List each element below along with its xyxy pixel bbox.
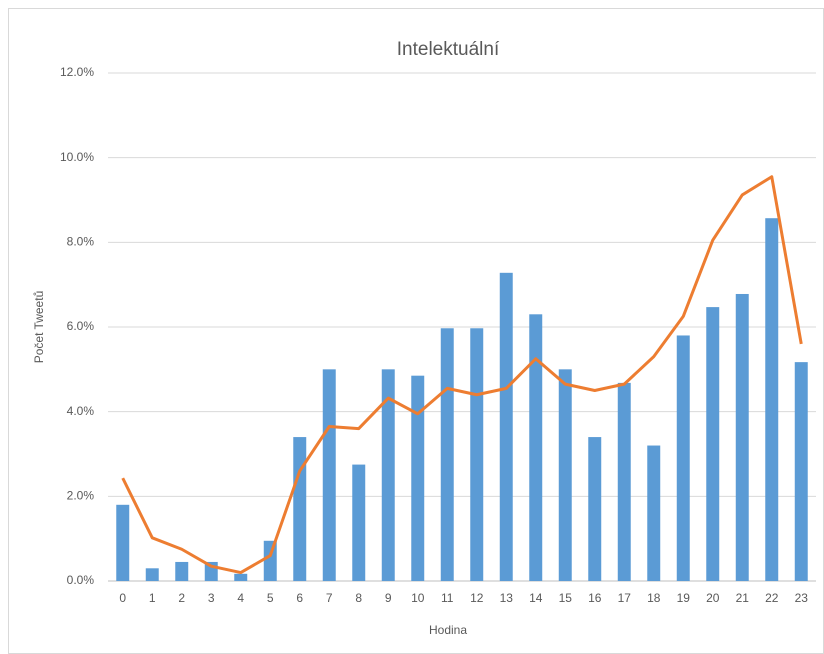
bar [735, 293, 749, 581]
y-tick-label: 12.0% [60, 65, 94, 79]
x-tick-label: 5 [267, 591, 274, 605]
bar [794, 362, 808, 581]
chart-title: Intelektuální [397, 39, 500, 60]
x-tick-label: 12 [470, 591, 484, 605]
x-tick-label: 23 [795, 591, 809, 605]
x-tick-label: 9 [385, 591, 392, 605]
bar [529, 314, 543, 581]
x-tick-label: 17 [618, 591, 632, 605]
x-tick-label: 2 [178, 591, 185, 605]
x-tick-label: 18 [647, 591, 661, 605]
y-axis-label: Počet Tweetů [32, 291, 46, 364]
bar [322, 369, 336, 581]
bar [352, 464, 366, 581]
y-tick-label: 10.0% [60, 150, 94, 164]
x-tick-label: 21 [736, 591, 750, 605]
x-tick-label: 19 [677, 591, 691, 605]
x-tick-label: 3 [208, 591, 215, 605]
y-tick-label: 8.0% [67, 235, 95, 249]
x-tick-label: 16 [588, 591, 602, 605]
x-tick-label: 4 [237, 591, 244, 605]
x-tick-label: 6 [296, 591, 303, 605]
bar [499, 272, 513, 581]
x-tick-label: 0 [119, 591, 126, 605]
bar [617, 382, 631, 581]
y-tick-label: 0.0% [67, 573, 95, 587]
bar [647, 445, 661, 581]
x-tick-label: 15 [559, 591, 573, 605]
x-tick-label: 8 [355, 591, 362, 605]
x-tick-label: 11 [441, 591, 454, 605]
y-tick-label: 2.0% [67, 489, 95, 503]
bar [411, 375, 425, 581]
x-tick-label: 7 [326, 591, 333, 605]
x-tick-label: 13 [500, 591, 514, 605]
x-axis-label: Hodina [429, 623, 467, 637]
y-tick-label: 4.0% [67, 404, 95, 418]
bar [175, 561, 189, 581]
bar [765, 218, 779, 581]
x-tick-label: 20 [706, 591, 720, 605]
bar [116, 504, 130, 581]
bar [470, 328, 484, 581]
line [121, 175, 803, 575]
bar [234, 573, 248, 581]
x-tick-label: 22 [765, 591, 779, 605]
bar [145, 568, 159, 581]
bar [558, 369, 572, 581]
y-tick-label: 6.0% [67, 319, 95, 333]
bar [588, 437, 602, 581]
bar [381, 369, 395, 581]
x-tick-label: 14 [529, 591, 543, 605]
bar [706, 307, 720, 581]
x-tick-label: 1 [149, 591, 156, 605]
bar [293, 437, 307, 581]
bar [676, 335, 690, 581]
x-tick-label: 10 [411, 591, 425, 605]
bar [440, 328, 454, 581]
